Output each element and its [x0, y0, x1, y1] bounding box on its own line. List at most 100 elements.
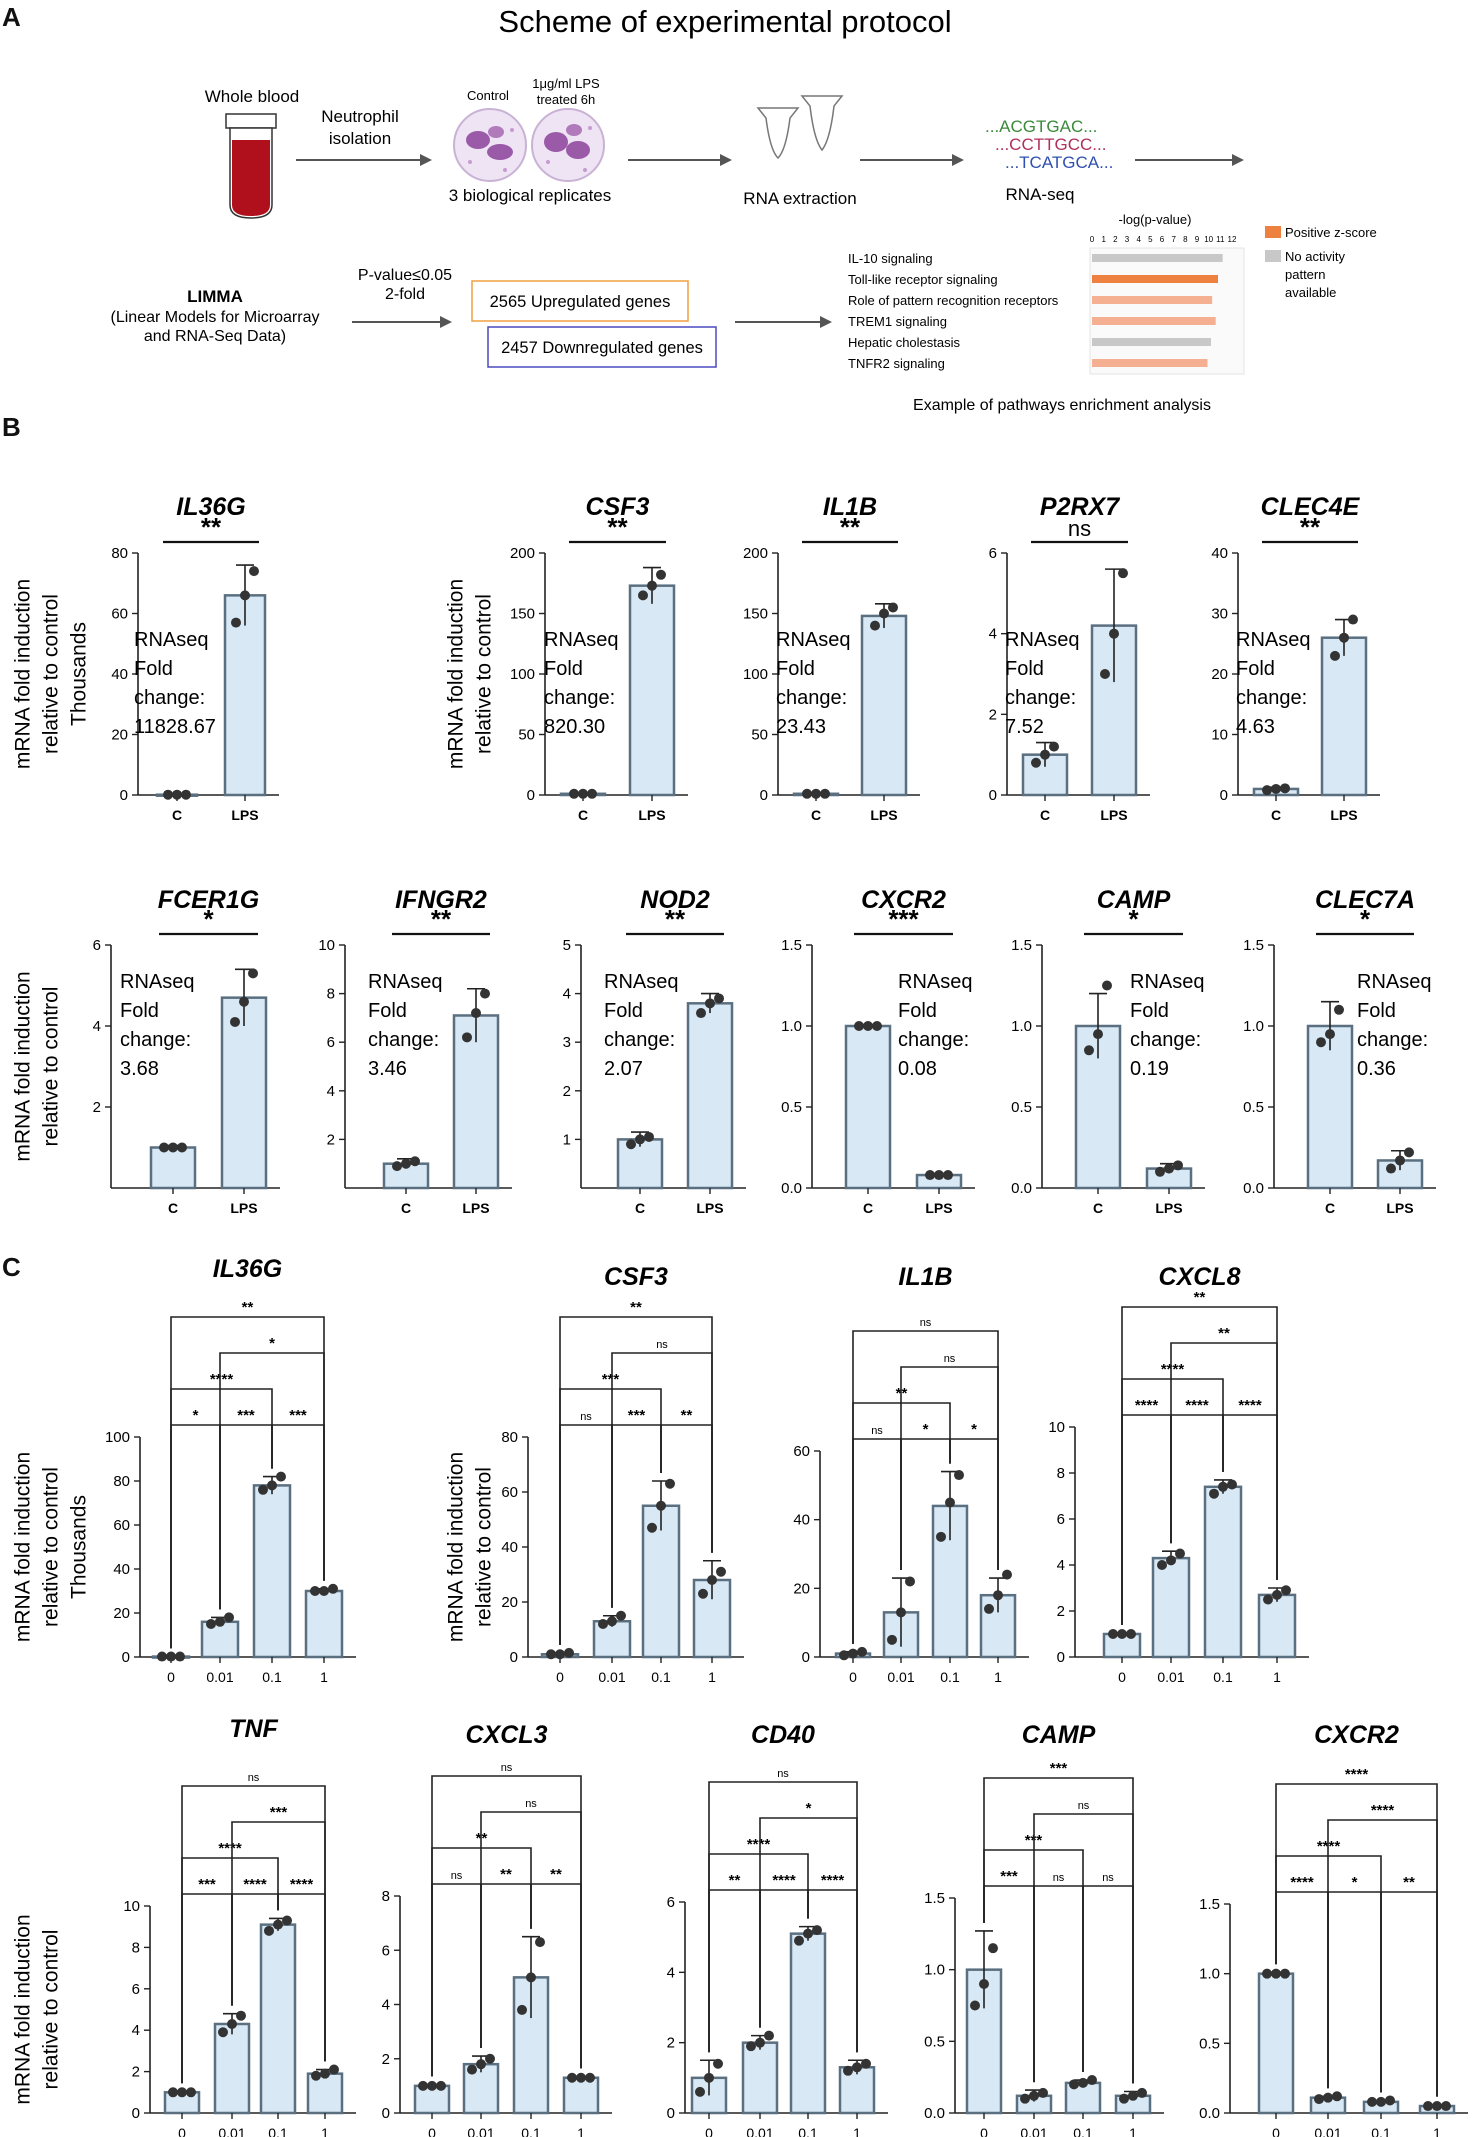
- data-point: [163, 789, 173, 800]
- x-tick-label: 1: [320, 1669, 328, 1685]
- scheme-title: Scheme of experimental protocol: [498, 4, 951, 39]
- y-tick-label: 8: [1057, 1465, 1065, 1482]
- y-tick-label: 100: [510, 666, 535, 683]
- data-point: [1332, 2091, 1342, 2102]
- data-point: [1271, 1968, 1281, 1979]
- bar: [1203, 1485, 1243, 1659]
- significance-label: ns: [580, 1411, 592, 1423]
- rnaseq-note: 4.63: [1236, 716, 1275, 738]
- pathway-name: Hepatic cholestasis: [848, 335, 960, 350]
- data-point: [1404, 1147, 1414, 1158]
- significance-label: ns: [451, 1870, 463, 1882]
- bar: [1151, 1556, 1191, 1659]
- data-point: [319, 1586, 329, 1596]
- pathway-tick-label: 12: [1228, 235, 1237, 244]
- data-point: [267, 1480, 277, 1491]
- y-axis-label: mRNA fold induction: [444, 1452, 467, 1642]
- significance-bracket: [1121, 1306, 1278, 1625]
- arrow-icon: [1135, 154, 1244, 166]
- significance-label: **: [1300, 512, 1321, 542]
- x-tick-label: 1: [994, 1669, 1002, 1685]
- significance-bracket: [1082, 1885, 1134, 2084]
- y-tick-label: 0: [760, 787, 768, 804]
- data-point: [945, 1497, 955, 1508]
- rnaseq-note: 820.30: [544, 716, 605, 738]
- bar: [628, 584, 676, 797]
- data-point: [696, 1008, 706, 1019]
- data-point: [418, 2080, 428, 2091]
- data-point: [569, 788, 579, 799]
- data-point: [616, 1610, 626, 1621]
- panel-letter-b: B: [2, 412, 21, 442]
- significance-label: *: [193, 1407, 199, 1424]
- gene-title: CXCL8: [1159, 1263, 1241, 1291]
- x-tick-label: 0: [1272, 2125, 1280, 2137]
- pathway-bar: [1092, 317, 1216, 325]
- data-point: [794, 1935, 804, 1946]
- x-tick-label: LPS: [1386, 1200, 1413, 1216]
- significance-label: ****: [1345, 1766, 1369, 1783]
- data-point: [839, 1650, 849, 1661]
- data-point: [1395, 1155, 1405, 1166]
- y-axis-label: relative to control: [39, 1930, 62, 2090]
- gene-title: IL1B: [823, 493, 877, 521]
- y-tick-label: 30: [1211, 606, 1228, 623]
- x-tick-label: 0: [1118, 1669, 1126, 1685]
- significance-label: ***: [602, 1371, 620, 1388]
- data-point: [1031, 757, 1041, 768]
- lps-label-1: 1μg/ml LPS: [532, 76, 600, 91]
- chart-fcer1g-5: FCER1G 2 4 6 C LPS * RNAseq Fold change: 3.68 mRNA …: [11, 886, 280, 1216]
- data-point: [546, 1649, 556, 1660]
- y-axis-label: Thousands: [67, 1495, 90, 1599]
- rnaseq-note: 3.68: [120, 1058, 159, 1080]
- significance-label: **: [681, 1407, 693, 1424]
- data-point: [1325, 1029, 1335, 1040]
- data-point: [802, 788, 812, 799]
- pathway-plot-area: [1089, 247, 1245, 375]
- y-tick-label: 2: [667, 2035, 675, 2052]
- y-axis-label: relative to control: [472, 1467, 495, 1627]
- data-point: [607, 1616, 617, 1627]
- data-point: [240, 590, 250, 601]
- gene-title: P2RX7: [1040, 493, 1120, 521]
- downregulated-label: 2457 Downregulated genes: [501, 339, 703, 357]
- data-point: [1109, 628, 1119, 639]
- pathway-name: Toll-like receptor signaling: [848, 272, 998, 287]
- rnaseq-note: change:: [1005, 687, 1076, 709]
- y-tick-label: 4: [327, 1083, 335, 1100]
- data-point: [698, 1588, 708, 1599]
- significance-label: **: [431, 904, 452, 934]
- rnaseq-note: Fold: [1130, 1000, 1169, 1022]
- chart-camp-9: CAMP 0.0 0.5 1.0 1.5 C LPS * RNAseq Fold change: 0.…: [1011, 886, 1205, 1216]
- bar: [223, 594, 267, 797]
- significance-bracket: [983, 1777, 1134, 2084]
- gene-title: IL1B: [898, 1263, 952, 1291]
- data-point: [427, 2080, 437, 2091]
- data-point: [598, 1619, 608, 1629]
- y-tick-label: 20: [1211, 666, 1228, 683]
- bar: [252, 1484, 292, 1659]
- rnaseq-note: Fold: [1236, 658, 1275, 680]
- y-tick-label: 0.0: [924, 2105, 945, 2122]
- y-tick-label: 0: [122, 1649, 130, 1666]
- significance-label: *: [806, 1800, 812, 1817]
- pathway-name: IL-10 signaling: [848, 251, 933, 266]
- data-point: [647, 1522, 657, 1533]
- data-point: [218, 2027, 228, 2038]
- x-tick-label: 1: [853, 2125, 861, 2137]
- significance-bracket: [1327, 1891, 1382, 2093]
- significance-label: ns: [944, 1353, 956, 1365]
- data-point: [970, 2000, 980, 2011]
- data-point: [1330, 650, 1340, 661]
- data-point: [1029, 2090, 1039, 2101]
- bar: [1320, 636, 1368, 797]
- y-tick-label: 0: [132, 2105, 140, 2122]
- data-point: [820, 788, 830, 799]
- rnaseq-note: Fold: [1005, 658, 1044, 680]
- significance-label: **: [1194, 1289, 1206, 1306]
- significance-label: ns: [777, 1768, 789, 1780]
- data-point: [471, 1008, 481, 1019]
- rnaseq-label: RNA-seq: [1006, 185, 1075, 204]
- data-point: [852, 2062, 862, 2073]
